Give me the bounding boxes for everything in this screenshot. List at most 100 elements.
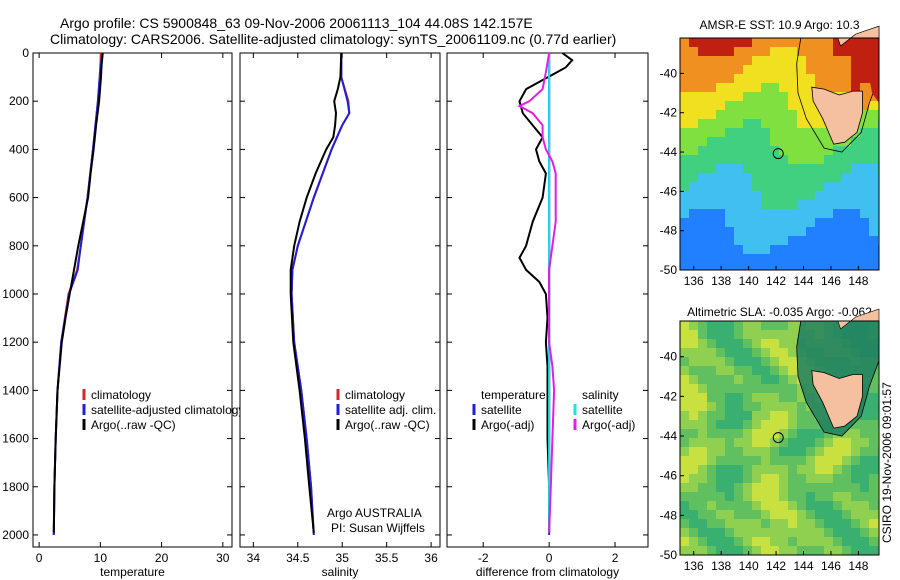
map-cell [797, 492, 806, 501]
map-cell [797, 146, 806, 155]
map-cell [689, 510, 698, 519]
map-cell [797, 483, 806, 492]
map-cell [734, 492, 743, 501]
map-cell [761, 519, 770, 528]
map-cell [842, 483, 851, 492]
map-cell [797, 236, 806, 245]
map-cell [860, 200, 869, 209]
map-cell [680, 38, 689, 47]
map-cell [869, 119, 878, 128]
map-cell [851, 438, 860, 447]
map-cell [689, 465, 698, 474]
map-cell [743, 155, 752, 164]
map-cell [752, 393, 761, 402]
map-cell [842, 254, 851, 263]
map-cell [680, 137, 689, 146]
map-cell [743, 420, 752, 429]
map-cell [734, 510, 743, 519]
map-cell [761, 402, 770, 411]
tasmania-shape [811, 370, 863, 429]
map-cell [806, 501, 815, 510]
map-cell [680, 393, 689, 402]
map-cell [707, 537, 716, 546]
map-cell [770, 393, 779, 402]
map-cell [707, 227, 716, 236]
y-tick-label: 1200 [2, 335, 29, 349]
map-cell [806, 56, 815, 65]
map-cell [869, 218, 878, 227]
map-cell [788, 510, 797, 519]
map-cell [734, 254, 743, 263]
map-cell [743, 456, 752, 465]
map-cell [680, 519, 689, 528]
map-cell [842, 38, 851, 47]
map-cell [734, 321, 743, 330]
map-cell [797, 245, 806, 254]
map-cell [815, 537, 824, 546]
map-cell [680, 456, 689, 465]
y-tick-label: 0 [22, 46, 29, 60]
map-cell [869, 164, 878, 173]
map-cell [698, 519, 707, 528]
map-cell [716, 411, 725, 420]
chart-title-line1: Argo profile: CS 5900848_63 09-Nov-2006 … [60, 15, 533, 31]
map-cell [707, 393, 716, 402]
map-cell [734, 56, 743, 65]
map-cell [833, 209, 842, 218]
warm-water-patch [862, 38, 879, 103]
map-cell [860, 537, 869, 546]
map-cell [707, 483, 716, 492]
map-cell [752, 227, 761, 236]
map-cell [779, 402, 788, 411]
map-cell [689, 366, 698, 375]
map-cell [698, 510, 707, 519]
map-cell [770, 254, 779, 263]
map-cell [770, 218, 779, 227]
map-cell [788, 56, 797, 65]
map-cell [806, 429, 815, 438]
map-y-tick-label: -46 [660, 184, 678, 198]
map-cell [797, 254, 806, 263]
map-cell [725, 137, 734, 146]
map-cell [707, 465, 716, 474]
map-cell [761, 393, 770, 402]
map-cell [779, 321, 788, 330]
map-cell [869, 519, 878, 528]
map-cell [788, 101, 797, 110]
map-cell [689, 83, 698, 92]
map-cell [752, 128, 761, 137]
map-cell [761, 465, 770, 474]
y-tick-label: 1000 [2, 287, 29, 301]
map-cell [806, 209, 815, 218]
map-cell [725, 501, 734, 510]
map-cell [788, 74, 797, 83]
map-cell [734, 173, 743, 182]
map-cell [689, 47, 698, 56]
map-cell [743, 411, 752, 420]
map-cell [752, 254, 761, 263]
map-cell [725, 227, 734, 236]
map-cell [842, 209, 851, 218]
map-cell [842, 519, 851, 528]
map-cell [689, 74, 698, 83]
map-cell [869, 200, 878, 209]
map-cell [725, 492, 734, 501]
map-cell [788, 254, 797, 263]
map-cell [743, 357, 752, 366]
map-cell [779, 339, 788, 348]
map-cell [743, 128, 752, 137]
map-cell [761, 528, 770, 537]
argo-note-line2: PI: Susan Wijffels [331, 521, 425, 535]
map-cell [770, 164, 779, 173]
map-cell [770, 83, 779, 92]
map-cell [716, 375, 725, 384]
map-cell [734, 245, 743, 254]
map-cell [707, 209, 716, 218]
map-cell [716, 339, 725, 348]
legend-label: Argo(-adj) [582, 418, 635, 432]
map-cell [707, 456, 716, 465]
map-x-tick-label: 146 [821, 274, 841, 288]
legend-label: Argo(..raw -QC) [345, 418, 430, 432]
map-cell [860, 519, 869, 528]
map-cell [752, 501, 761, 510]
